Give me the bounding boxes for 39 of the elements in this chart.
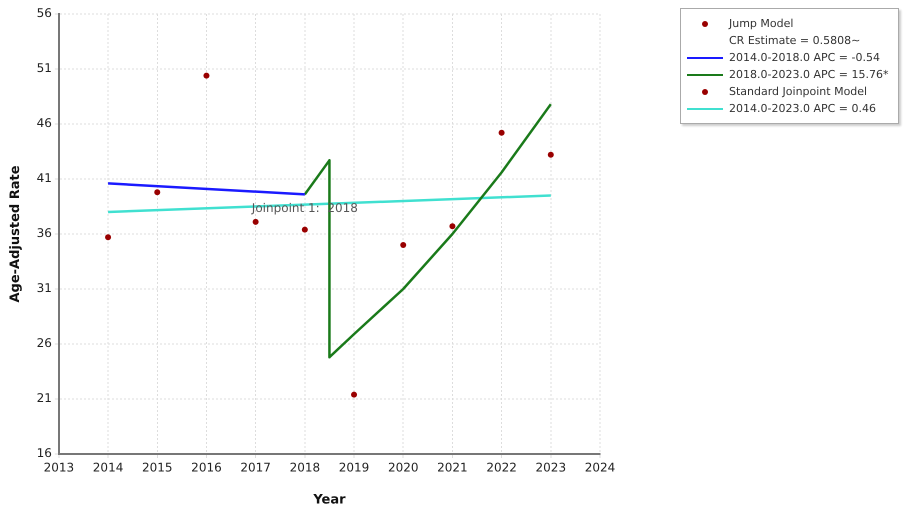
legend-label: Jump Model: [729, 16, 794, 32]
y-axis-title: Age-Adjusted Rate: [8, 165, 24, 303]
x-tick-label: 2019: [338, 460, 370, 474]
x-tick-label: 2017: [240, 460, 271, 474]
x-tick-label: 2022: [486, 460, 517, 474]
point: [498, 130, 505, 136]
x-tick-label: 2014: [92, 460, 124, 474]
x-tick-label: 2015: [142, 460, 173, 474]
point: [252, 218, 259, 225]
legend-label: 2018.0-2023.0 APC = 15.76*: [729, 67, 888, 83]
y-tick-label: 31: [36, 281, 52, 296]
point: [203, 72, 210, 79]
point: [105, 234, 112, 240]
x-tick-label: 2013: [44, 460, 74, 474]
point: [548, 152, 554, 158]
point: [449, 223, 456, 230]
x-tick-label: 2016: [191, 460, 222, 474]
point: [400, 242, 406, 248]
y-tick-label: 26: [36, 336, 52, 350]
x-tick-label: 2024: [584, 460, 616, 474]
y-tick-label: 16: [36, 446, 52, 460]
y-tick-label: 56: [36, 6, 52, 20]
x-tick-label: 2018: [290, 460, 320, 474]
y-tick-label: 51: [36, 61, 52, 76]
y-tick-label: 36: [36, 226, 52, 240]
point: [351, 392, 358, 398]
x-axis-title: Year: [312, 492, 346, 508]
point: [154, 189, 160, 196]
x-tick-label: 2021: [437, 460, 468, 474]
y-tick-label: 46: [36, 116, 52, 130]
y-tick-label: 41: [36, 171, 52, 186]
x-tick-label: 2023: [536, 460, 566, 474]
x-tick-label: 2020: [388, 460, 418, 474]
point: [302, 226, 308, 233]
legend-label: Standard Joinpoint Model: [729, 84, 868, 100]
text: CR Estimate = 0.5808~: [729, 33, 860, 49]
legend-label: 2014.0-2023.0 APC = 0.46: [729, 101, 876, 117]
y-tick-label: 21: [36, 391, 52, 406]
legend-label: 2014.0-2018.0 APC = -0.54: [729, 50, 880, 66]
